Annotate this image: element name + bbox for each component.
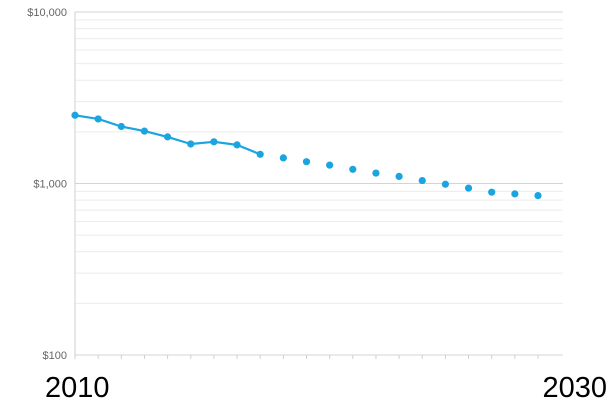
series [71, 111, 542, 200]
data-point [511, 190, 519, 198]
data-point [464, 184, 473, 192]
data-point [94, 115, 102, 123]
data-point [372, 169, 380, 177]
axes [74, 12, 539, 359]
data-point [117, 122, 125, 131]
data-point [488, 188, 496, 196]
data-point [140, 127, 149, 135]
y-tick-label: $100 [43, 350, 67, 362]
data-point [349, 165, 357, 173]
data-point [279, 154, 287, 162]
data-point [302, 158, 311, 166]
data-point [326, 161, 334, 169]
y-tick-label: $10,000 [27, 7, 67, 19]
data-point [256, 150, 264, 158]
gridlines [75, 11, 563, 356]
x-tick-label: 2010 [45, 372, 110, 404]
data-point [534, 192, 542, 200]
data-point [164, 133, 172, 141]
data-point [71, 111, 79, 119]
y-tick-label: $1,000 [33, 179, 67, 191]
data-point [441, 180, 449, 188]
x-tick-label: 2030 [542, 372, 607, 404]
data-point [233, 141, 241, 149]
data-point [418, 176, 426, 185]
data-point [210, 138, 218, 146]
tick-labels: $10,000 $1,000 $100 2010 2030 [27, 7, 607, 404]
data-point [395, 172, 403, 181]
data-point [187, 140, 195, 148]
